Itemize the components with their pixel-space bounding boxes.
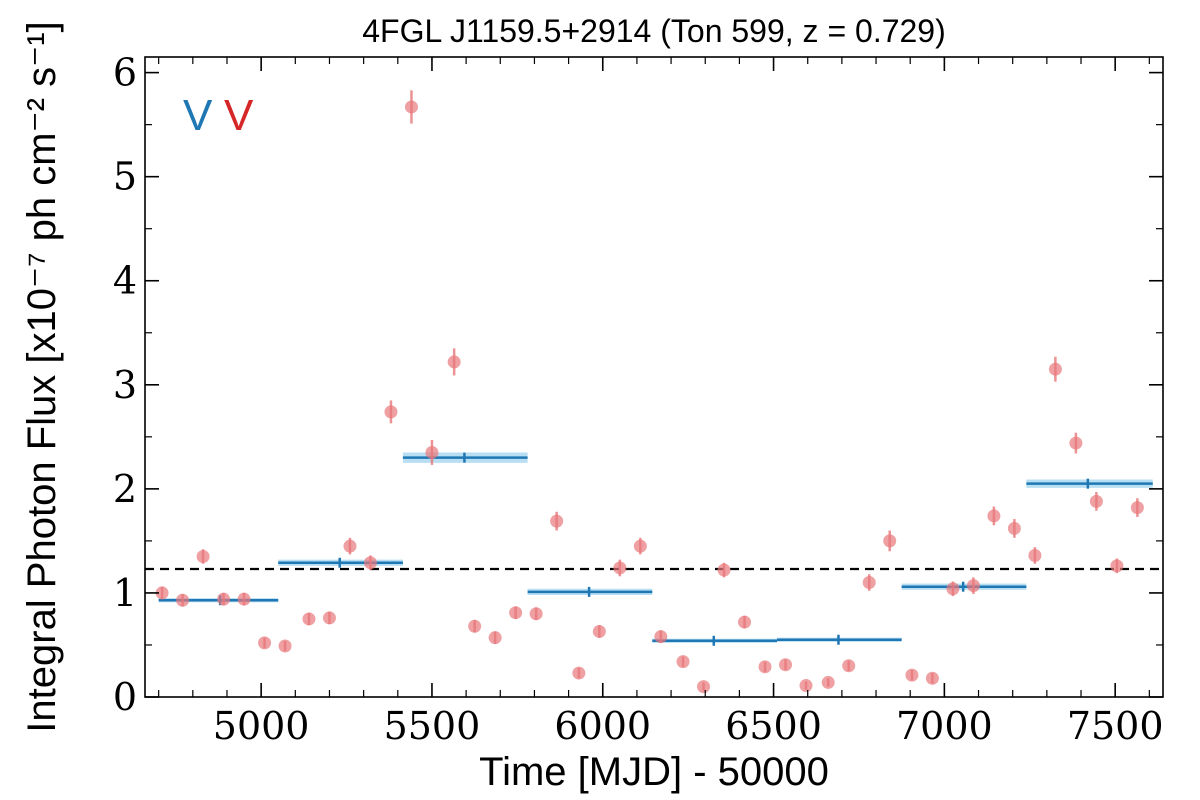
data-point (237, 592, 251, 606)
y-tick-label: 1 (113, 571, 137, 615)
x-tick-label: 5500 (384, 704, 481, 748)
y-tick-label: 6 (113, 51, 137, 95)
plot-axes: 5000 5500 6000 6500 7000 7500 0 1 2 3 4 5 6 (113, 51, 1164, 748)
data-point (717, 563, 731, 577)
data-point (883, 534, 897, 548)
data-point (697, 680, 711, 694)
data-point (966, 579, 980, 593)
y-tick-label: 4 (113, 259, 137, 303)
data-point (799, 679, 813, 693)
data-point (1007, 521, 1021, 535)
plot-frame (144, 56, 1164, 698)
data-point (363, 556, 377, 570)
chart-title: 4FGL J1159.5+2914 (Ton 599, z = 0.729) (362, 13, 946, 49)
data-point (278, 639, 292, 653)
data-point (196, 550, 210, 564)
data-point (302, 612, 316, 626)
data-point (343, 539, 357, 553)
y-tick-label: 3 (113, 363, 137, 407)
data-point (1069, 436, 1083, 450)
x-tick-label: 7500 (1067, 704, 1164, 748)
data-point (654, 630, 668, 644)
variability-flag-monthly: V (224, 91, 254, 140)
data-point (176, 593, 190, 607)
data-point (779, 658, 793, 672)
y-tick-label: 5 (113, 155, 137, 199)
data-point (425, 445, 439, 459)
data-point (821, 675, 835, 689)
data-point (1048, 362, 1062, 376)
data-point (905, 668, 919, 682)
data-point (322, 611, 336, 625)
data-point (529, 607, 543, 621)
data-point (217, 592, 231, 606)
data-point (1110, 559, 1124, 573)
x-tick-label: 6000 (554, 704, 651, 748)
variability-flag-binned: V (183, 91, 213, 140)
data-point (155, 586, 169, 600)
data-point (488, 631, 502, 645)
data-point (572, 666, 586, 680)
data-point (613, 561, 627, 575)
data-point (862, 576, 876, 590)
y-tick-label: 2 (113, 467, 137, 511)
x-axis-title: Time [MJD] - 50000 (479, 750, 829, 794)
data-point (1089, 494, 1103, 508)
data-point (842, 659, 856, 673)
y-axis-title: Integral Photon Flux [x10⁻⁷ ph cm⁻² s⁻¹] (20, 21, 64, 732)
data-point (633, 539, 647, 553)
data-point (758, 660, 772, 674)
data-point (550, 514, 564, 528)
data-point (258, 636, 272, 650)
data-point (738, 615, 752, 629)
x-tick-label: 6500 (725, 704, 822, 748)
data-point (987, 509, 1001, 523)
data-point (676, 655, 690, 669)
data-point (509, 606, 523, 620)
data-point (1130, 501, 1144, 515)
data-point (925, 671, 939, 685)
data-point (1028, 548, 1042, 562)
y-tick-label: 0 (113, 675, 137, 719)
data-point (592, 624, 606, 638)
data-point (404, 100, 418, 114)
data-point (447, 355, 461, 369)
data-point (384, 405, 398, 419)
data-point (468, 619, 482, 633)
x-tick-label: 5000 (213, 704, 310, 748)
x-tick-label: 7000 (896, 704, 993, 748)
data-point (946, 582, 960, 596)
plot-marks (145, 90, 1163, 694)
